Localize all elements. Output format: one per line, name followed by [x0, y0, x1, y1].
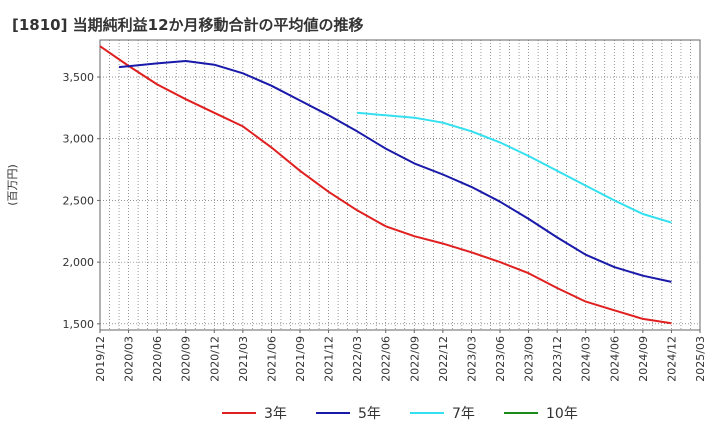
x-tick-label: 2020/12: [208, 336, 221, 382]
x-tick-label: 2022/06: [380, 336, 393, 382]
y-tick-label: 2,500: [63, 194, 95, 207]
x-tick-label: 2023/09: [523, 336, 536, 382]
x-tick-label: 2020/06: [151, 336, 164, 382]
legend-label: 5年: [358, 406, 381, 422]
legend: 3年 5年 7年 10年: [222, 406, 578, 422]
plot-frame: [99, 39, 701, 331]
x-tick-label: 2020/03: [123, 336, 136, 382]
y-tick-label: 1,500: [63, 318, 95, 331]
x-tick-label: 2024/03: [580, 336, 593, 382]
axes: 1,500 2,000 2,500 3,000 3,500 (百万円) 2019/12 202…: [6, 39, 707, 382]
x-tick-label: 2021/03: [237, 336, 250, 382]
x-tick-label: 2024/12: [665, 336, 678, 382]
x-tick-label: 2021/09: [294, 336, 307, 382]
x-tick-label: 2020/09: [180, 336, 193, 382]
x-tick-label: 2022/09: [408, 336, 421, 382]
chart-title: [1810] 当期純利益12か月移動合計の平均値の推移: [12, 16, 364, 34]
x-tick-label: 2023/06: [494, 336, 507, 382]
series-line-2: [118, 60, 672, 283]
legend-label: 3年: [264, 406, 287, 422]
x-tick-label: 2024/06: [608, 336, 621, 382]
x-tick-label: 2021/12: [323, 336, 336, 382]
series-line-3: [357, 111, 672, 224]
series-line-1: [99, 45, 672, 325]
y-tick-label: 3,000: [63, 133, 95, 146]
x-tick-label: 2019/12: [94, 336, 107, 382]
x-tick-label: 2021/06: [265, 336, 278, 382]
x-tick-label: 2023/12: [551, 336, 564, 382]
legend-label: 10年: [546, 406, 578, 422]
grid: [100, 40, 700, 330]
y-tick-label: 2,000: [63, 256, 95, 269]
series-lines: [99, 45, 672, 325]
x-tick-label: 2025/03: [694, 336, 707, 382]
x-tick-label: 2022/03: [351, 336, 364, 382]
x-tick-label: 2023/03: [465, 336, 478, 382]
x-tick-label: 2024/09: [637, 336, 650, 382]
y-tick-label: 3,500: [63, 71, 95, 84]
legend-label: 7年: [452, 406, 475, 422]
x-tick-label: 2022/12: [437, 336, 450, 382]
y-axis-label: (百万円): [6, 164, 19, 206]
